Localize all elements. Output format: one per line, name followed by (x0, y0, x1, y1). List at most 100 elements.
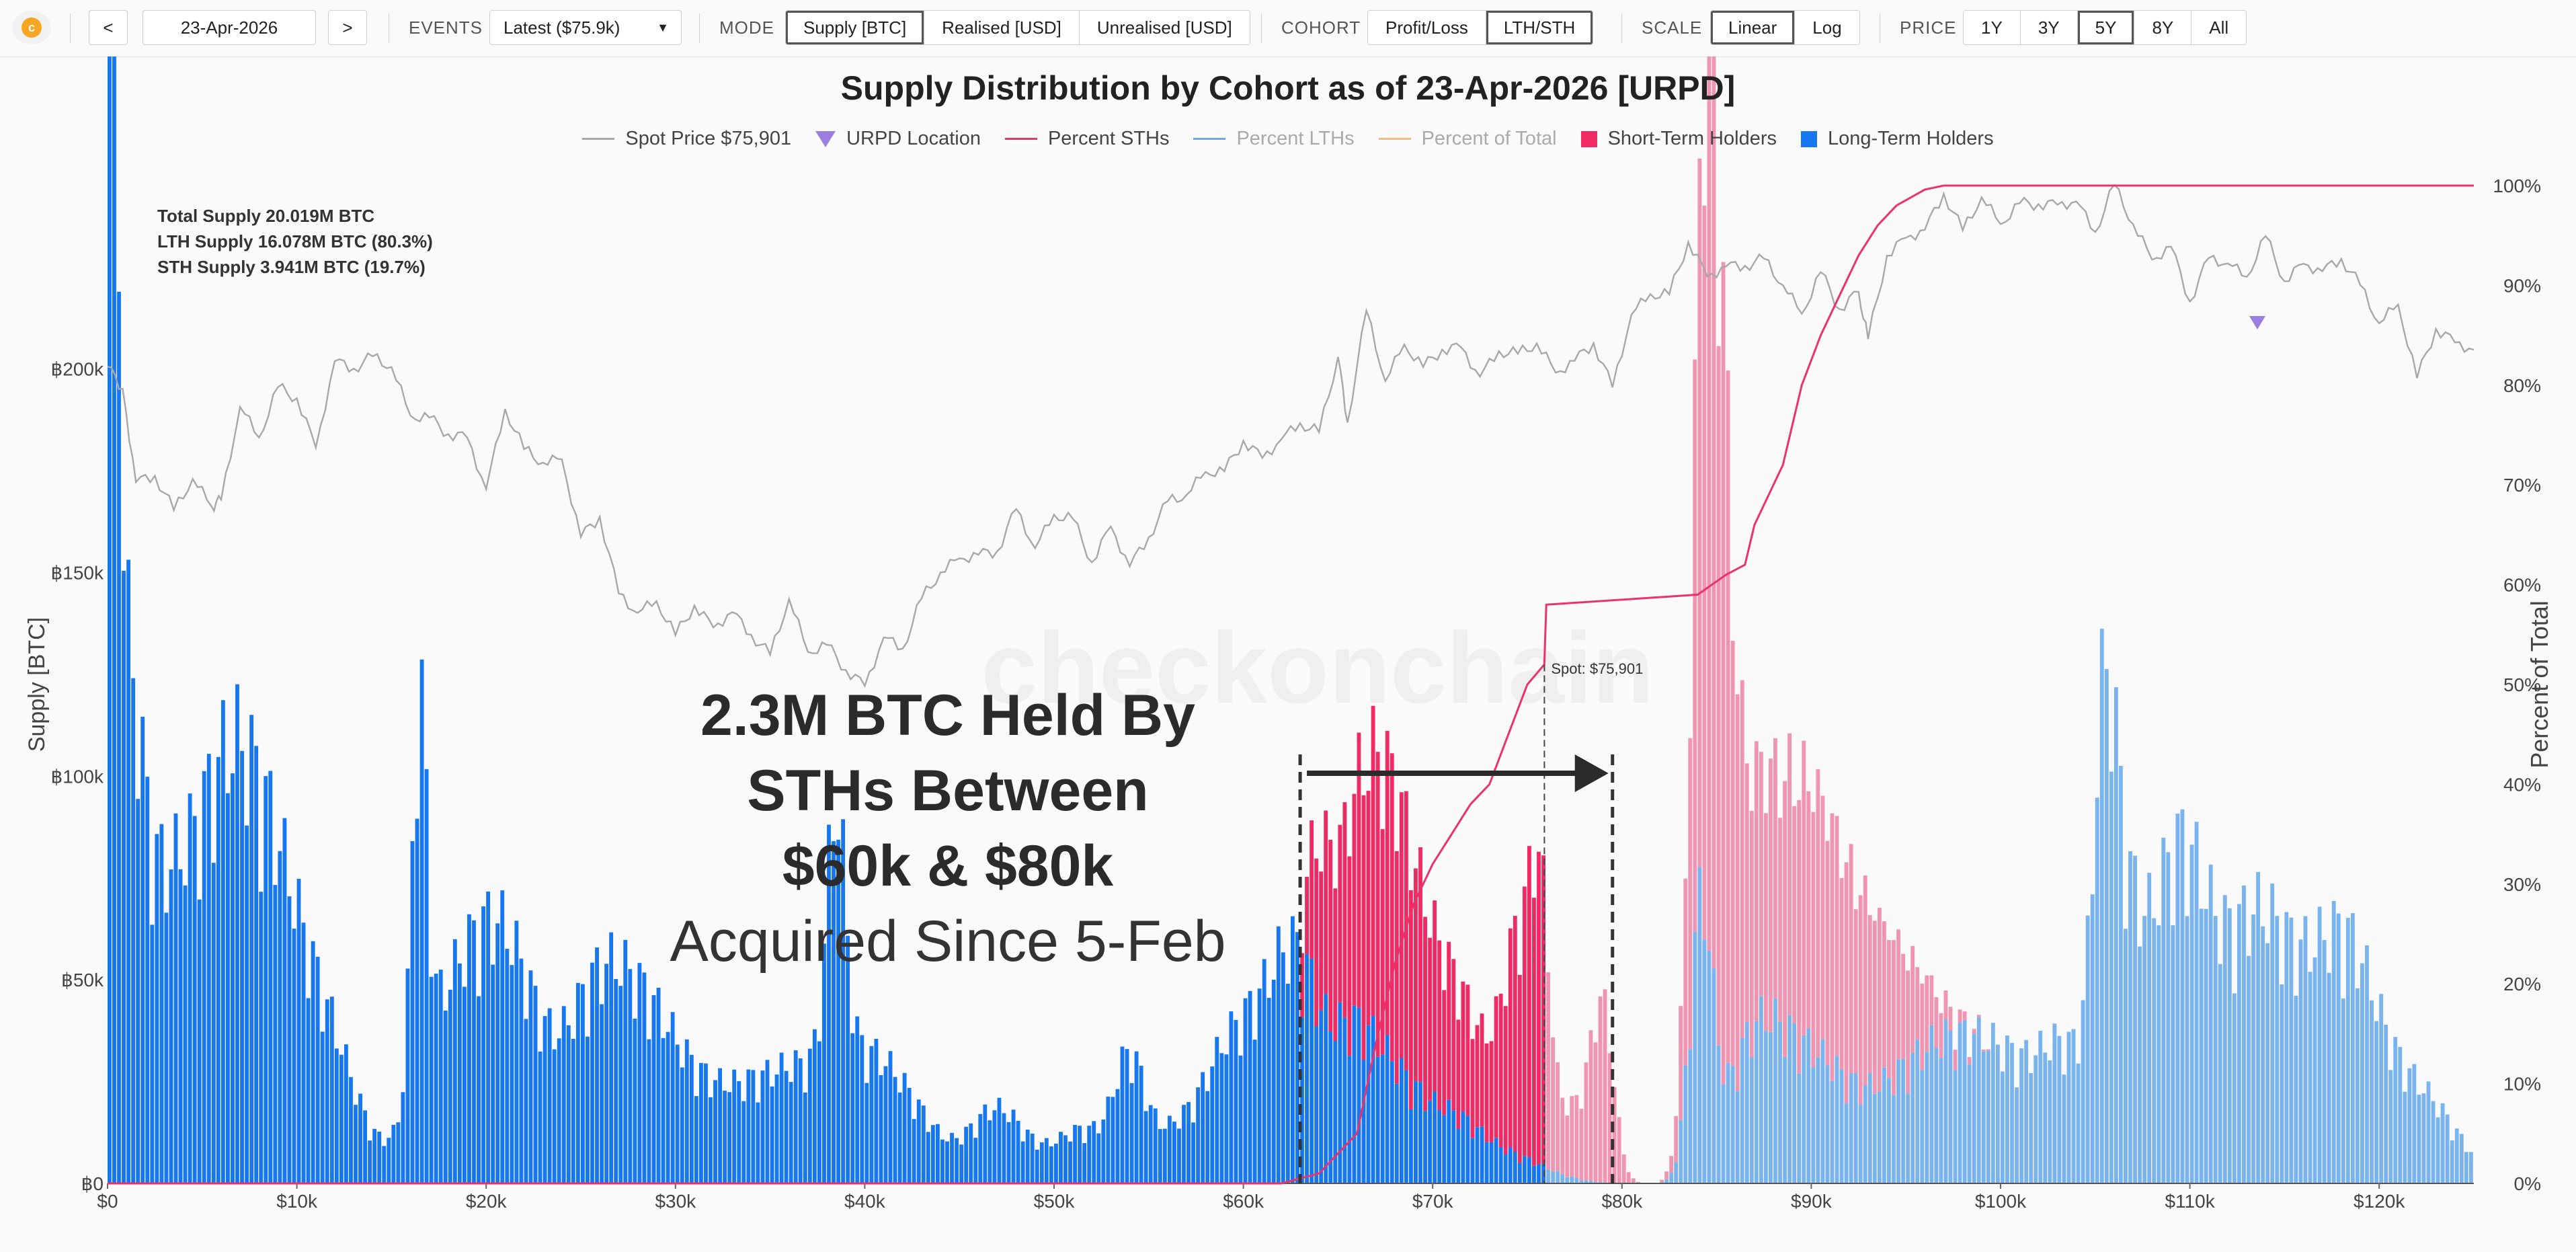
lth-bar (1182, 1105, 1186, 1183)
legend-item-urpd-location[interactable]: URPD Location (815, 128, 981, 150)
x-tick-label: $120k (2353, 1191, 2405, 1212)
lth-bar (1867, 1073, 1872, 1183)
lth-bar (1106, 1096, 1111, 1183)
lth-bar (254, 746, 259, 1183)
legend-item-percent-lths[interactable]: Percent LTHs (1193, 128, 1355, 150)
mode-option-supply-btc[interactable]: Supply [BTC] (786, 11, 925, 44)
sth-bar (1972, 1029, 1976, 1034)
cohort-option-profit-loss[interactable]: Profit/Loss (1368, 11, 1486, 44)
lth-bar (2104, 668, 2109, 1183)
lth-bar (1025, 1129, 1030, 1183)
lth-bar (1849, 1072, 1853, 1183)
legend-label: URPD Location (846, 128, 981, 149)
lth-bar (2265, 943, 2270, 1183)
lth-bar (940, 1139, 944, 1183)
events-select[interactable]: Latest ($75.9k) ▼ (489, 10, 682, 45)
sth-bar (1394, 851, 1399, 1084)
lth-bar (1707, 950, 1712, 1183)
lth-bar (1319, 1010, 1324, 1183)
lth-bar (661, 1038, 666, 1183)
legend-item-long-term-holders[interactable]: Long-Term Holders (1800, 128, 1994, 150)
sth-bar (1357, 732, 1361, 1008)
lth-bar (855, 1016, 860, 1183)
lth-bar (226, 793, 230, 1183)
lth-bar (741, 1101, 746, 1183)
lth-bar (1044, 1138, 1049, 1183)
lth-bar (477, 996, 481, 1183)
sth-bar (1333, 888, 1338, 1042)
sth-bar (1858, 895, 1863, 1105)
mode-option-realised-usd[interactable]: Realised [USD] (924, 11, 1080, 44)
date-input[interactable]: 23-Apr-2026 (143, 10, 316, 45)
lth-bar (1740, 1038, 1744, 1183)
lth-bar (1096, 1133, 1101, 1183)
lth-bar (1039, 1142, 1044, 1183)
scale-option-linear[interactable]: Linear (1711, 11, 1796, 44)
lth-bar (2001, 1071, 2005, 1183)
lth-bar (1565, 1177, 1570, 1183)
lth-bar (2034, 1055, 2038, 1183)
y-tick-label: ฿100k (50, 766, 104, 787)
sth-supply-note: STH Supply 3.941M BTC (19.7%) (157, 257, 426, 277)
prev-date-button[interactable]: < (89, 10, 128, 45)
sth-bar (1872, 921, 1877, 1094)
lth-bar (1257, 988, 1262, 1183)
lth-bar (372, 1128, 377, 1183)
lth-bar (188, 793, 192, 1183)
sth-bar (1442, 990, 1447, 1116)
sth-bar (1844, 862, 1849, 1104)
lth-bar (2431, 1101, 2436, 1183)
legend-item-short-term-holders[interactable]: Short-Term Holders (1580, 128, 1777, 150)
y2-axis-title: Percent of Total (2526, 600, 2553, 769)
lth-bar (1943, 1019, 1948, 1183)
lth-bar (2379, 994, 2384, 1183)
cohort-option-lth-sth[interactable]: LTH/STH (1486, 11, 1593, 44)
sth-bar (1541, 855, 1545, 1165)
lth-bar (1688, 1049, 1693, 1183)
sth-bar (1570, 1096, 1574, 1177)
sth-bar (1631, 1178, 1636, 1183)
lth-bar (827, 824, 831, 1183)
lth-bar (2445, 1114, 2450, 1183)
lth-bar (2426, 1081, 2431, 1183)
lth-bar (1461, 1111, 1465, 1183)
lth-bar (1248, 990, 1252, 1183)
lth-bar (1414, 1081, 1418, 1183)
lth-bar (2398, 1047, 2403, 1183)
sth-bar (1508, 928, 1513, 1148)
scale-label: SCALE (1642, 17, 1703, 38)
lth-bar (571, 1039, 575, 1183)
lth-bar (401, 1092, 405, 1183)
next-date-button[interactable]: > (328, 10, 367, 45)
lth-bar (1489, 1142, 1494, 1183)
price-range-option-3y[interactable]: 3Y (2020, 11, 2078, 44)
sth-bar (1584, 1062, 1588, 1181)
legend-item-percent-of-total[interactable]: Percent of Total (1378, 128, 1557, 150)
lth-bar (112, 56, 116, 1184)
legend-item-spot-price-75-901[interactable]: Spot Price $75,901 (582, 128, 791, 150)
price-range-option-all[interactable]: All (2191, 11, 2247, 44)
price-range-option-5y[interactable]: 5Y (2077, 11, 2135, 44)
lth-bar (2085, 915, 2090, 1183)
sth-bar (1943, 990, 1948, 1020)
lth-bar (2010, 1043, 2014, 1183)
checkonchain-logo-icon[interactable]: c (12, 11, 51, 44)
scale-option-log[interactable]: Log (1795, 11, 1859, 44)
lth-bar (2180, 809, 2185, 1183)
lth-bar (1953, 1070, 1958, 1183)
lth-bar (1234, 1019, 1238, 1183)
lth-bar (2208, 864, 2213, 1183)
price-range-option-1y[interactable]: 1Y (1964, 11, 2021, 44)
lth-bar (1517, 1163, 1522, 1183)
sth-bar (1967, 1057, 1972, 1065)
events-select-value: Latest ($75.9k) (504, 17, 620, 38)
cohort-segmented-control: Profit/Loss LTH/STH (1367, 10, 1594, 45)
annotation-text: 2.3M BTC Held By STHs Between $60k & $80… (605, 678, 1291, 979)
lth-bar (216, 756, 220, 1183)
price-range-option-8y[interactable]: 8Y (2134, 11, 2192, 44)
sth-bar (1513, 916, 1517, 1152)
mode-option-unrealised-usd[interactable]: Unrealised [USD] (1079, 11, 1250, 44)
legend-item-percent-sths[interactable]: Percent STHs (1004, 128, 1169, 150)
cohort-label: COHORT (1281, 17, 1361, 38)
lth-bar (1447, 1099, 1451, 1183)
